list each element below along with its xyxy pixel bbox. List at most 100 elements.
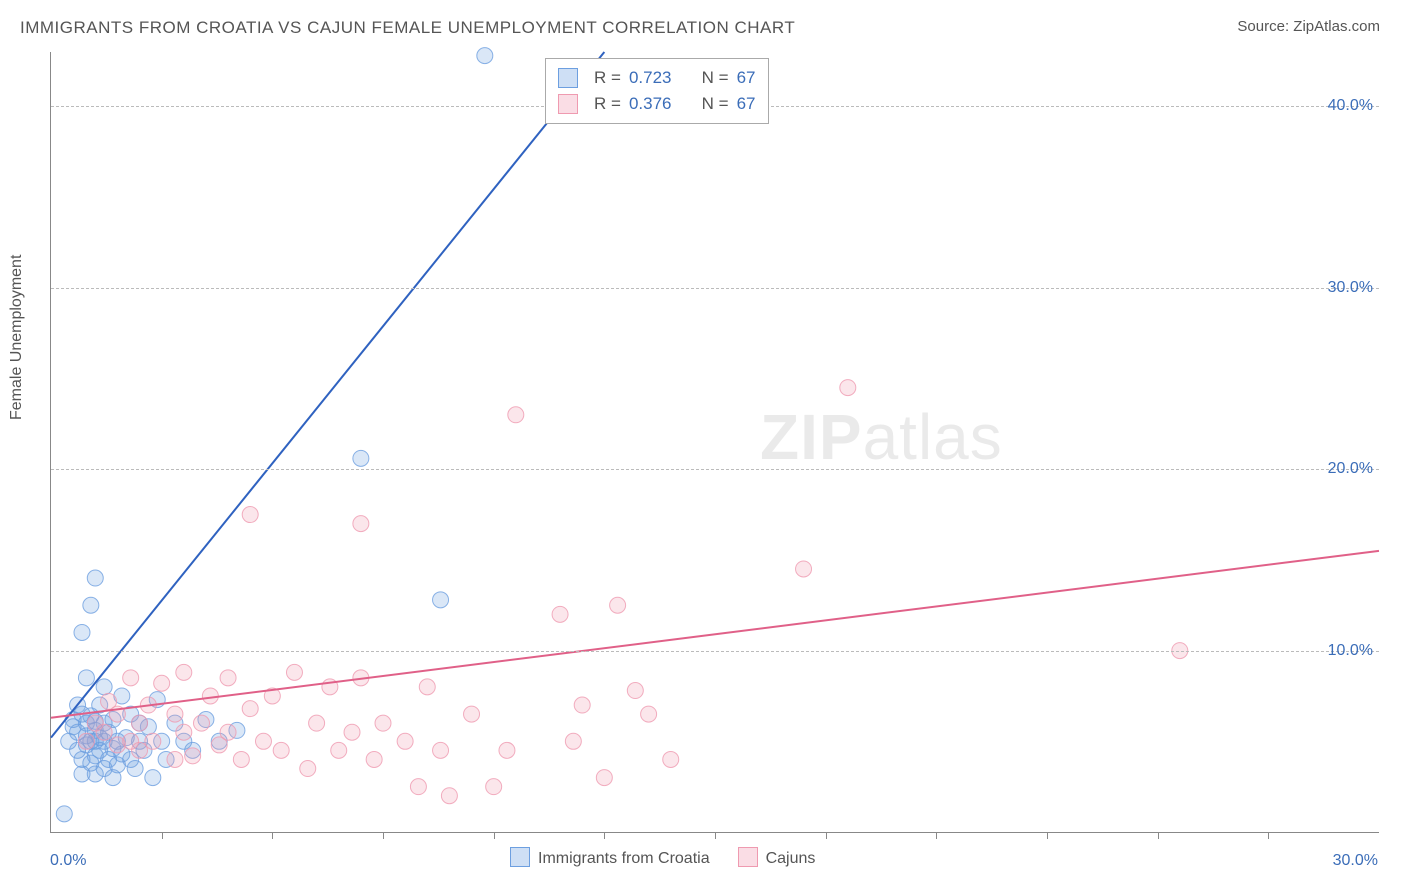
source-name: ZipAtlas.com [1293,18,1380,35]
data-point-cajuns [627,683,643,699]
data-point-croatia [83,597,99,613]
scatter-plot-svg [51,52,1379,832]
data-point-croatia [74,624,90,640]
data-point-cajuns [154,675,170,691]
x-tick [1047,832,1048,839]
stat-spacer [679,91,693,117]
data-point-cajuns [176,664,192,680]
data-point-croatia [56,806,72,822]
data-point-cajuns [410,779,426,795]
data-point-cajuns [202,688,218,704]
x-tick [936,832,937,839]
data-point-croatia [78,670,94,686]
data-point-croatia [145,770,161,786]
data-point-cajuns [366,751,382,767]
y-axis-label: Female Unemployment [8,255,26,420]
legend-swatch [510,847,530,867]
chart-title: IMMIGRANTS FROM CROATIA VS CAJUN FEMALE … [20,18,795,38]
data-point-cajuns [145,733,161,749]
stat-R-value: 0.376 [629,91,672,117]
stat-N-label: N = [702,91,729,117]
data-point-cajuns [641,706,657,722]
x-tick [715,832,716,839]
data-point-cajuns [78,733,94,749]
x-axis-tick-min: 0.0% [50,852,86,870]
data-point-cajuns [309,715,325,731]
data-point-cajuns [486,779,502,795]
x-tick [383,832,384,839]
data-point-cajuns [419,679,435,695]
legend-item-croatia: Immigrants from Croatia [510,847,710,868]
data-point-cajuns [286,664,302,680]
data-point-cajuns [242,507,258,523]
data-point-cajuns [840,380,856,396]
legend-bottom: Immigrants from Croatia Cajuns [510,847,815,868]
legend-label: Immigrants from Croatia [538,850,710,867]
data-point-cajuns [565,733,581,749]
data-point-cajuns [167,751,183,767]
chart-plot-area: 10.0%20.0%30.0%40.0% [50,52,1379,833]
data-point-cajuns [233,751,249,767]
data-point-croatia [477,48,493,64]
data-point-cajuns [441,788,457,804]
data-point-croatia [433,592,449,608]
data-point-cajuns [353,516,369,532]
data-point-cajuns [433,742,449,758]
data-point-cajuns [255,733,271,749]
data-point-croatia [87,570,103,586]
data-point-croatia [353,450,369,466]
y-tick-label: 10.0% [1328,642,1373,660]
data-point-cajuns [508,407,524,423]
data-point-cajuns [220,724,236,740]
x-tick [162,832,163,839]
data-point-croatia [96,679,112,695]
stats-row-croatia: R = 0.723 N = 67 [558,65,756,91]
data-point-cajuns [242,701,258,717]
stat-R-label: R = [594,91,621,117]
x-tick [1268,832,1269,839]
x-tick [1158,832,1159,839]
gridline-h [51,651,1379,652]
stats-swatch [558,94,578,114]
data-point-cajuns [796,561,812,577]
legend-item-cajuns: Cajuns [738,847,816,868]
x-tick [604,832,605,839]
data-point-cajuns [574,697,590,713]
data-point-cajuns [167,706,183,722]
y-tick-label: 20.0% [1328,460,1373,478]
data-point-cajuns [96,724,112,740]
data-point-cajuns [273,742,289,758]
stat-spacer [679,65,693,91]
x-tick [826,832,827,839]
data-point-cajuns [123,670,139,686]
data-point-cajuns [499,742,515,758]
legend-swatch [738,847,758,867]
x-axis-tick-max: 30.0% [1333,852,1378,870]
data-point-cajuns [185,748,201,764]
data-point-cajuns [344,724,360,740]
data-point-cajuns [176,724,192,740]
data-point-cajuns [375,715,391,731]
trend-line-cajuns [51,551,1379,718]
stat-N-label: N = [702,65,729,91]
gridline-h [51,288,1379,289]
stat-N-value: 67 [737,65,756,91]
x-tick [494,832,495,839]
legend-label: Cajuns [766,850,816,867]
x-tick [272,832,273,839]
data-point-croatia [127,761,143,777]
source-attribution: Source: ZipAtlas.com [1237,18,1380,35]
gridline-h [51,469,1379,470]
stats-row-cajuns: R = 0.376 N = 67 [558,91,756,117]
data-point-cajuns [663,751,679,767]
source-prefix: Source: [1237,18,1293,35]
stat-R-value: 0.723 [629,65,672,91]
stats-swatch [558,68,578,88]
trend-line-croatia [51,52,604,738]
data-point-cajuns [194,715,210,731]
data-point-cajuns [464,706,480,722]
data-point-cajuns [220,670,236,686]
data-point-cajuns [552,606,568,622]
y-tick-label: 30.0% [1328,279,1373,297]
data-point-cajuns [596,770,612,786]
